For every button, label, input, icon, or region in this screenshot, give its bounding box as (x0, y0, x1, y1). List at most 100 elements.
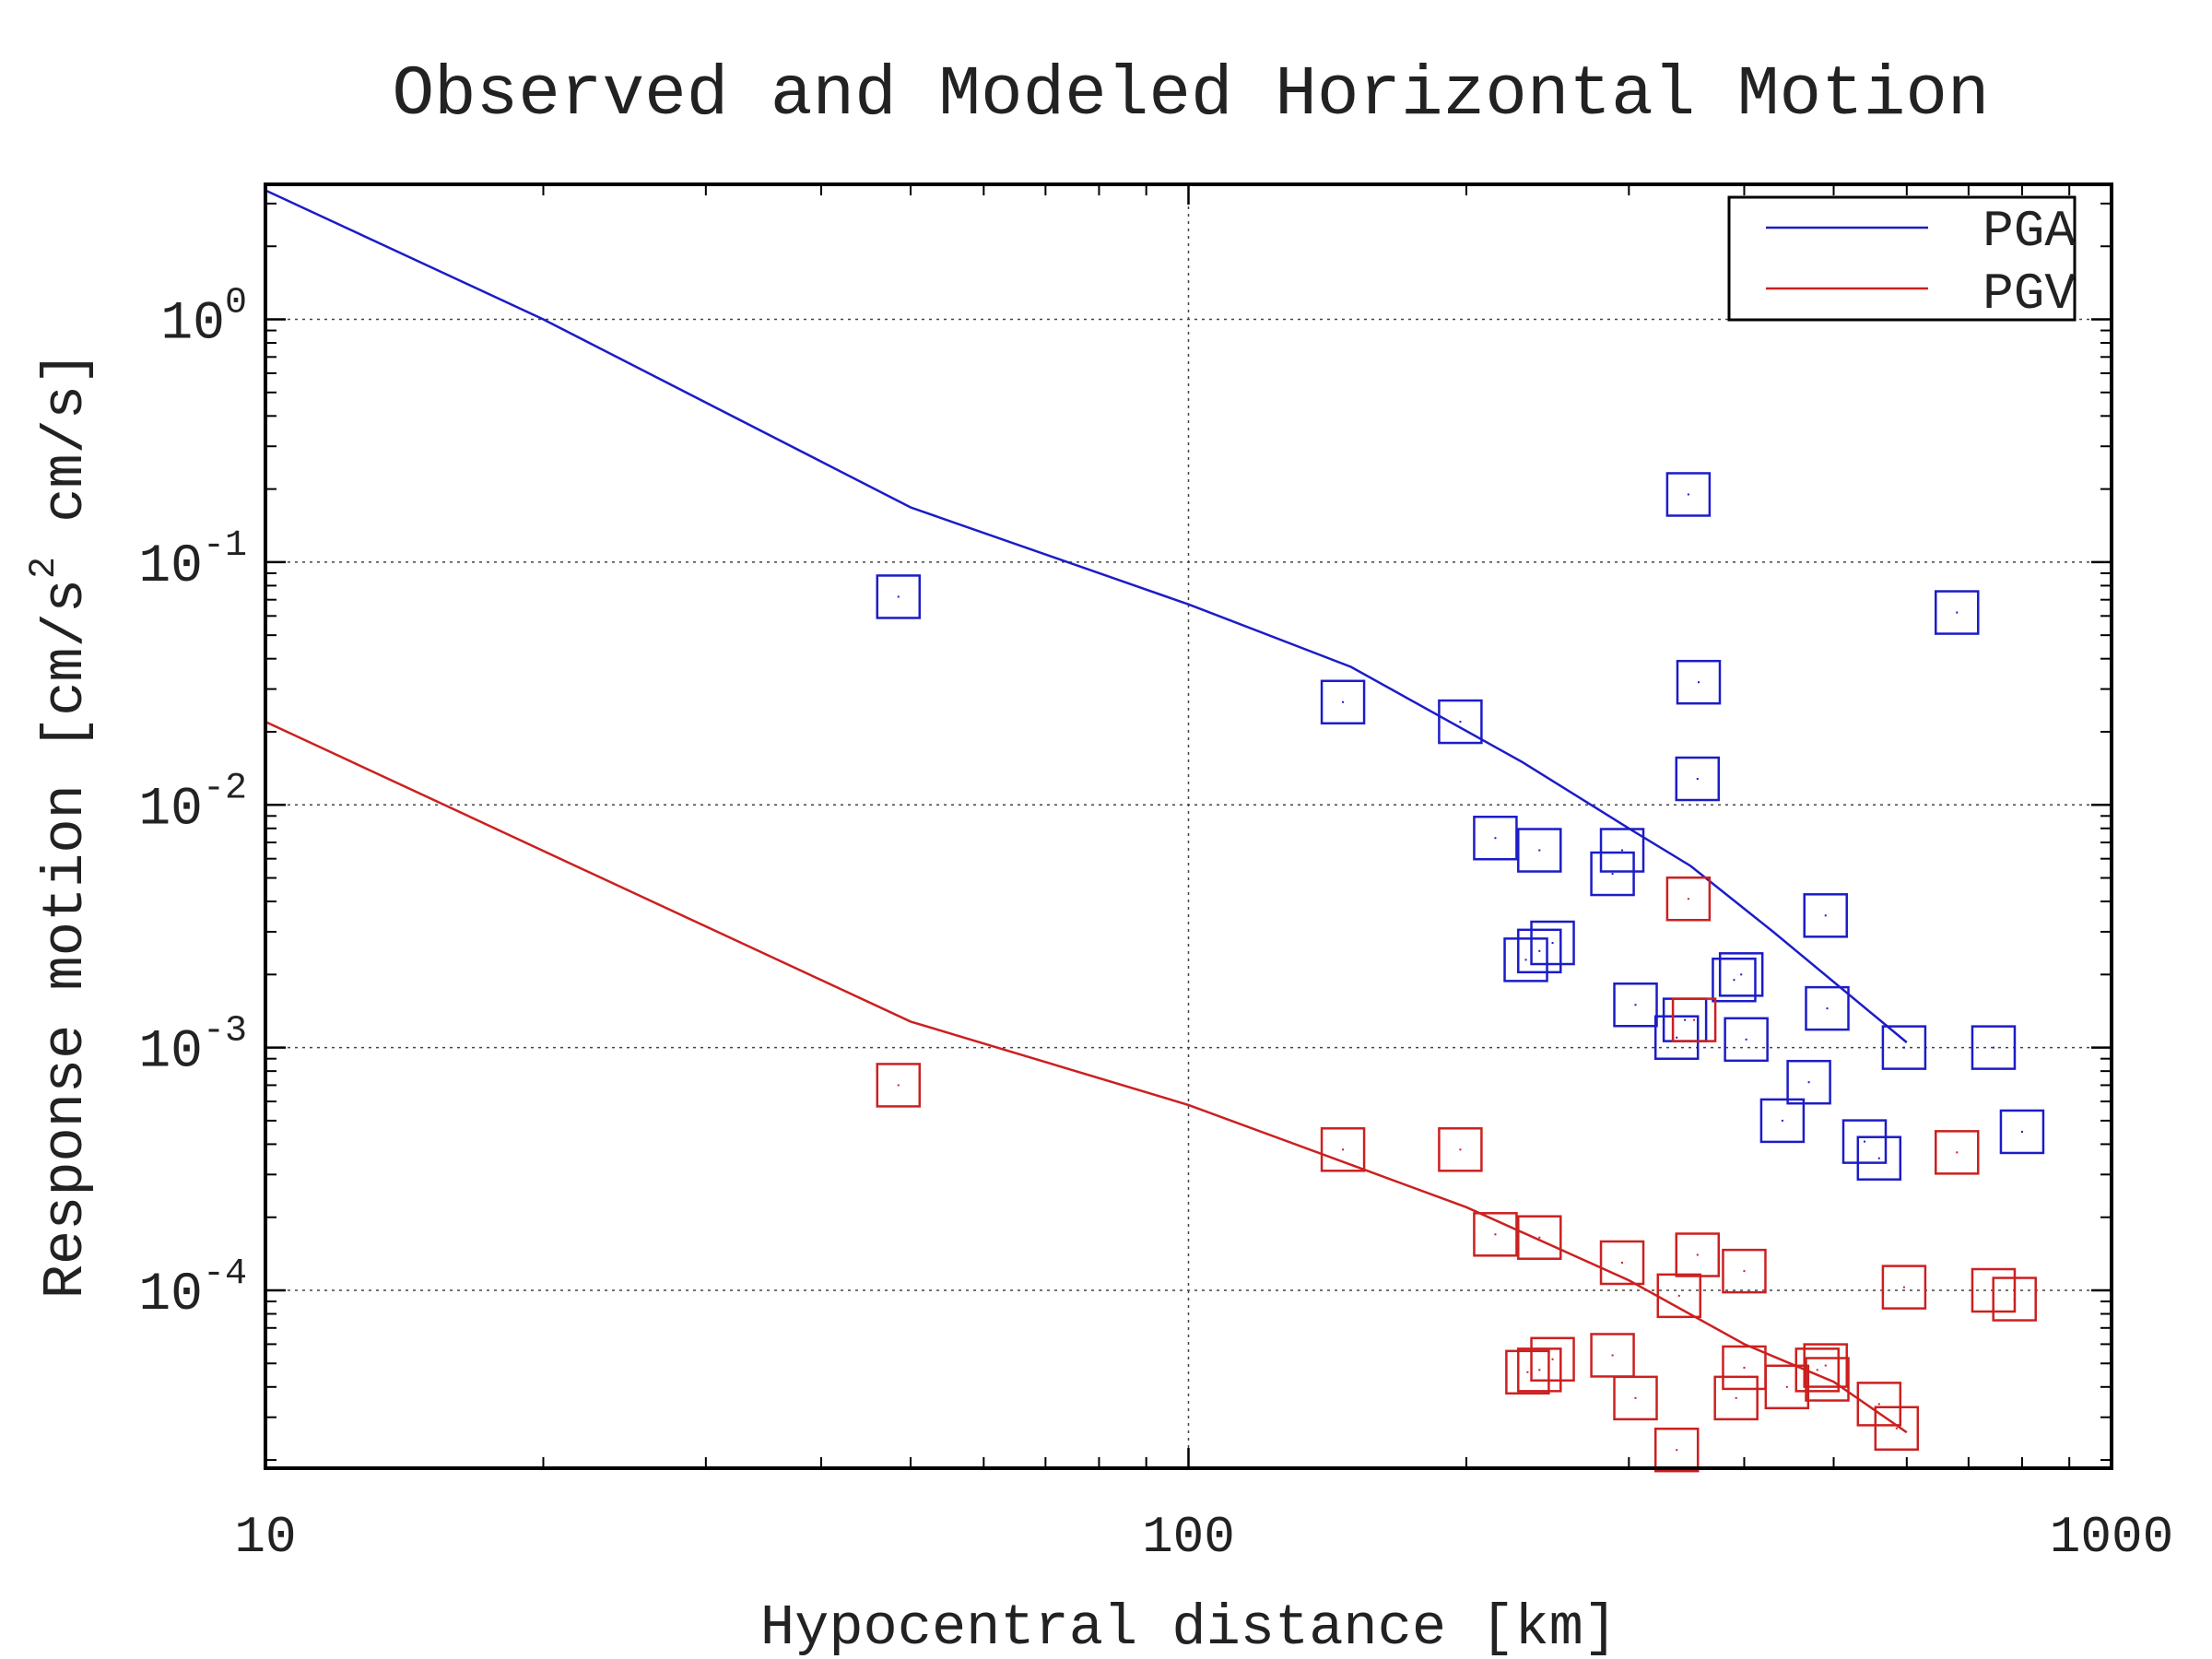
pga-data-point-center (1538, 849, 1541, 852)
pga-data-point-center (1459, 721, 1462, 724)
pga-data-point-center (1826, 1007, 1829, 1010)
pga-data-point (1724, 1017, 1769, 1063)
x-axis-label: Hypocentral distance [km] (760, 1595, 1618, 1659)
legend: PGA PGV (1727, 195, 2077, 324)
pga-data-point-center (1696, 778, 1699, 781)
y-tick-label-exponent: -4 (203, 1253, 247, 1295)
pga-data-point (1712, 957, 1757, 1003)
pga-series (265, 189, 2045, 1181)
pga-data-point-center (1902, 1046, 1905, 1049)
pga-data-point (1786, 1059, 1831, 1105)
pgv-data-point (1856, 1382, 1902, 1427)
pgv-data-point (1517, 1215, 1562, 1260)
y-axis-label-main: Response motion [cm/s (33, 579, 99, 1299)
pgv-data-point-center (1696, 1253, 1699, 1256)
pgv-data-point (1517, 1347, 1562, 1393)
pgv-data-point (1665, 876, 1712, 922)
pga-data-point (1613, 982, 1658, 1028)
pgv-data-point (1713, 1375, 1759, 1421)
pgv-data-point-center (1621, 1261, 1624, 1264)
pgv-data-point (1722, 1248, 1767, 1294)
pgv-model-line (265, 720, 1908, 1434)
pgv-data-point (1320, 1127, 1366, 1172)
y-axis-label-unit: cm/s] (33, 351, 99, 557)
pgv-data-point (1935, 1130, 1980, 1175)
pgv-data-point (1473, 1212, 1518, 1257)
pgv-data-point-center (1693, 1018, 1696, 1021)
pga-data-point (876, 574, 922, 619)
pgv-data-point-center (1877, 1403, 1880, 1406)
pga-data-point-center (1611, 873, 1614, 876)
pgv-data-point (1805, 1357, 1850, 1402)
pgv-data-point-center (1677, 1294, 1680, 1297)
y-tick-label-base: 10 (138, 1023, 203, 1083)
legend-box (1727, 195, 2077, 322)
pga-data-point (1856, 1135, 1902, 1181)
series-layer (265, 189, 2045, 1473)
pga-data-point (1473, 816, 1518, 861)
pgv-data-point-center (1826, 1378, 1829, 1381)
pgv-data-point (1590, 1333, 1635, 1378)
pgv-data-point-center (1459, 1148, 1462, 1151)
y-tick-label-exponent: -1 (203, 525, 247, 567)
pgv-data-point-center (1538, 1369, 1541, 1371)
y-tick-label-base: 10 (138, 780, 203, 840)
pga-data-point-center (1807, 1081, 1810, 1084)
y-tick-label: 10-3 (138, 1011, 247, 1083)
pga-data-point (1530, 920, 1575, 966)
pga-data-point-center (1992, 1046, 1994, 1049)
pgv-data-point (1671, 997, 1717, 1042)
pga-data-point (1665, 472, 1712, 517)
pga-data-point (1675, 756, 1721, 802)
pga-data-point-center (1684, 1018, 1687, 1021)
pgv-data-point-center (1743, 1270, 1746, 1273)
pgv-data-point (1794, 1347, 1841, 1393)
chart-title: Observed and Modeled Horizontal Motion (392, 55, 1989, 135)
pgv-data-point-center (1895, 1427, 1898, 1430)
pga-data-point (1320, 679, 1366, 725)
pgv-series (265, 720, 2037, 1473)
pgv-data-point-center (1956, 1151, 1959, 1154)
pgv-data-point-center (1902, 1286, 1905, 1288)
pgv-data-point-center (1676, 1449, 1678, 1452)
pgv-data-point-center (1824, 1364, 1827, 1367)
pgv-data-point-center (1526, 1371, 1529, 1373)
pgv-data-point-center (1743, 1366, 1746, 1369)
pga-data-point-center (1524, 959, 1527, 961)
legend-pgv-label: PGV (1983, 265, 2076, 324)
y-axis-label: Response motion [cm/s2 cm/s] (24, 351, 99, 1300)
pgv-data-point (1505, 1349, 1550, 1395)
pga-data-point (1971, 1025, 2017, 1070)
pga-data-point (1590, 851, 1635, 897)
pga-data-point-center (2020, 1130, 2023, 1133)
pga-data-point (1503, 937, 1548, 982)
legend-pga-label: PGA (1983, 202, 2076, 261)
pga-data-point-center (1342, 700, 1345, 703)
pga-data-point (1676, 659, 1722, 705)
y-tick-label-base: 10 (138, 537, 203, 597)
pgv-data-point (1874, 1406, 1920, 1452)
pga-data-point (1881, 1025, 1927, 1070)
plot-frame (264, 182, 2113, 1470)
pgv-data-point-center (1785, 1385, 1788, 1388)
pga-data-point-center (897, 595, 900, 598)
pgv-data-point (1530, 1336, 1575, 1382)
pgv-data-point-center (2013, 1298, 2016, 1300)
pga-data-point (1517, 928, 1562, 974)
pga-data-point (1935, 590, 1980, 635)
pga-data-point-center (1551, 942, 1554, 945)
pgv-data-point-center (1342, 1148, 1345, 1151)
pga-data-point-center (1676, 1036, 1678, 1039)
pga-data-point-center (1697, 681, 1700, 684)
pgv-data-point-center (1735, 1396, 1737, 1399)
y-tick-label-exponent: 0 (225, 283, 247, 324)
pgv-data-point-center (1494, 1233, 1497, 1236)
pgv-data-point (1992, 1277, 2037, 1322)
pgv-data-point (876, 1063, 922, 1108)
pga-data-point (1999, 1109, 2045, 1155)
pga-data-point-center (1740, 973, 1743, 976)
pga-data-point-center (1634, 1004, 1637, 1006)
y-tick-label: 10-4 (138, 1253, 247, 1325)
pga-data-point (1718, 952, 1764, 997)
